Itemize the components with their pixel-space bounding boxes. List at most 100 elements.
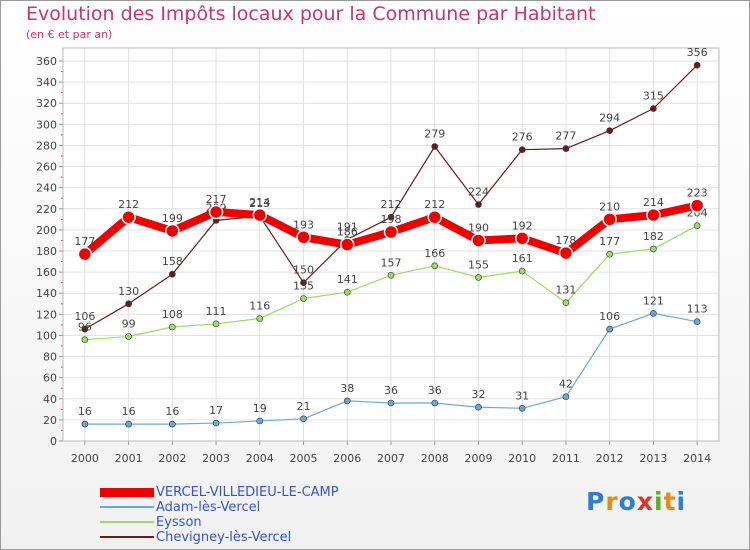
data-label-vercel-villedieu-le-camp: 199 — [162, 212, 183, 225]
x-tick-label: 2007 — [377, 452, 405, 465]
y-tick-label: 120 — [36, 308, 57, 321]
data-point-eysson — [431, 262, 439, 270]
data-label-adam-les-vercel: 36 — [384, 384, 398, 397]
y-tick-label: 280 — [36, 139, 57, 152]
data-label-eysson: 177 — [599, 235, 620, 248]
data-point-vercel-villedieu-le-camp — [340, 237, 355, 252]
data-label-vercel-villedieu-le-camp: 198 — [381, 213, 402, 226]
data-label-adam-les-vercel: 38 — [340, 382, 354, 395]
logo-letter: t — [663, 487, 677, 516]
data-point-chevigney-les-vercel — [606, 127, 613, 134]
data-point-eysson — [475, 274, 482, 281]
data-label-vercel-villedieu-le-camp: 192 — [512, 219, 533, 232]
data-point-chevigney-les-vercel — [650, 105, 657, 112]
data-point-adam-les-vercel — [343, 397, 351, 405]
data-label-adam-les-vercel: 21 — [297, 400, 311, 413]
data-point-chevigney-les-vercel — [387, 213, 395, 221]
legend-label-chevigney: Chevigney-lès-Vercel — [156, 530, 292, 545]
data-point-adam-les-vercel — [125, 420, 132, 428]
data-label-adam-les-vercel: 16 — [165, 405, 179, 418]
y-tick-label: 0 — [50, 435, 57, 448]
data-point-eysson — [125, 333, 132, 340]
legend-label-vercel: VERCEL-VILLEDIEU-LE-CAMP — [156, 485, 339, 500]
y-tick-label: 300 — [36, 118, 57, 131]
data-label-chevigney-les-vercel: 106 — [74, 310, 95, 323]
data-label-adam-les-vercel: 17 — [209, 404, 223, 417]
data-point-adam-les-vercel — [212, 419, 220, 427]
data-label-vercel-villedieu-le-camp: 217 — [206, 193, 227, 206]
logo-letter: P — [586, 487, 606, 516]
data-label-eysson: 131 — [555, 284, 576, 297]
y-tick-label: 360 — [36, 55, 57, 68]
data-label-chevigney-les-vercel: 158 — [162, 255, 183, 268]
data-label-adam-les-vercel: 42 — [559, 378, 573, 391]
data-label-adam-les-vercel: 19 — [253, 402, 267, 415]
data-label-eysson: 141 — [337, 273, 358, 286]
data-label-eysson: 157 — [381, 256, 402, 269]
data-label-chevigney-les-vercel: 294 — [599, 112, 620, 125]
data-point-adam-les-vercel — [81, 420, 89, 428]
data-label-adam-les-vercel: 16 — [122, 405, 136, 418]
data-point-eysson — [693, 222, 701, 229]
x-tick-label: 2000 — [71, 452, 99, 465]
data-label-chevigney-les-vercel: 224 — [468, 186, 489, 199]
data-label-chevigney-les-vercel: 130 — [118, 285, 139, 298]
y-tick-label: 60 — [43, 372, 57, 385]
data-label-eysson: 135 — [293, 280, 314, 293]
x-tick-label: 2009 — [464, 452, 492, 465]
data-label-vercel-villedieu-le-camp: 186 — [337, 226, 358, 239]
data-label-adam-les-vercel: 31 — [515, 389, 529, 402]
logo-letter: r — [605, 487, 619, 516]
data-point-chevigney-les-vercel — [475, 201, 482, 208]
data-point-vercel-villedieu-le-camp — [77, 246, 93, 262]
x-tick-label: 2004 — [246, 452, 274, 465]
y-tick-label: 100 — [36, 329, 57, 342]
y-tick-label: 160 — [36, 266, 57, 279]
data-label-eysson: 166 — [424, 247, 445, 260]
data-point-chevigney-les-vercel — [431, 143, 439, 150]
data-label-eysson: 161 — [512, 252, 533, 265]
data-label-vercel-villedieu-le-camp: 193 — [293, 218, 314, 231]
data-label-vercel-villedieu-le-camp: 210 — [599, 200, 620, 213]
data-label-adam-les-vercel: 121 — [643, 294, 664, 307]
data-point-vercel-villedieu-le-camp — [208, 204, 224, 220]
chart-subtitle: (en € et par an) — [26, 28, 113, 41]
y-tick-label: 180 — [36, 245, 57, 258]
data-point-eysson — [606, 250, 613, 258]
logo-letter: x — [636, 487, 654, 516]
data-label-chevigney-les-vercel: 279 — [424, 128, 445, 141]
data-label-eysson: 182 — [643, 230, 664, 243]
x-tick-label: 2011 — [552, 452, 580, 465]
x-tick-label: 2014 — [683, 452, 711, 465]
y-tick-label: 200 — [36, 224, 57, 237]
y-tick-label: 320 — [36, 97, 57, 110]
legend-swatch-eysson — [100, 521, 154, 523]
data-point-eysson — [518, 267, 526, 275]
data-label-chevigney-les-vercel: 277 — [555, 130, 576, 143]
data-point-eysson — [81, 336, 89, 343]
y-tick-label: 220 — [36, 203, 57, 216]
data-label-chevigney-les-vercel: 356 — [687, 46, 708, 59]
chart-title: Evolution des Impôts locaux pour la Comm… — [26, 3, 596, 25]
proxiti-logo[interactable]: Proxiti — [586, 487, 686, 516]
y-tick-label: 340 — [36, 76, 57, 89]
data-point-chevigney-les-vercel — [518, 146, 526, 153]
data-point-vercel-villedieu-le-camp — [471, 233, 486, 248]
y-tick-label: 260 — [36, 161, 57, 174]
data-label-vercel-villedieu-le-camp: 190 — [468, 221, 489, 234]
data-point-chevigney-les-vercel — [300, 279, 307, 286]
legend-swatch-adam — [100, 506, 154, 508]
data-label-chevigney-les-vercel: 315 — [643, 90, 664, 103]
data-point-eysson — [387, 271, 395, 279]
x-tick-label: 2001 — [115, 452, 143, 465]
plot-border — [62, 47, 720, 442]
data-label-chevigney-les-vercel: 276 — [512, 131, 533, 144]
data-point-chevigney-les-vercel — [169, 270, 176, 278]
data-point-adam-les-vercel — [650, 309, 657, 317]
data-point-adam-les-vercel — [300, 415, 307, 423]
data-point-vercel-villedieu-le-camp — [165, 223, 180, 239]
x-tick-label: 2012 — [596, 452, 624, 465]
data-label-adam-les-vercel: 106 — [599, 310, 620, 323]
data-label-adam-les-vercel: 36 — [428, 384, 442, 397]
